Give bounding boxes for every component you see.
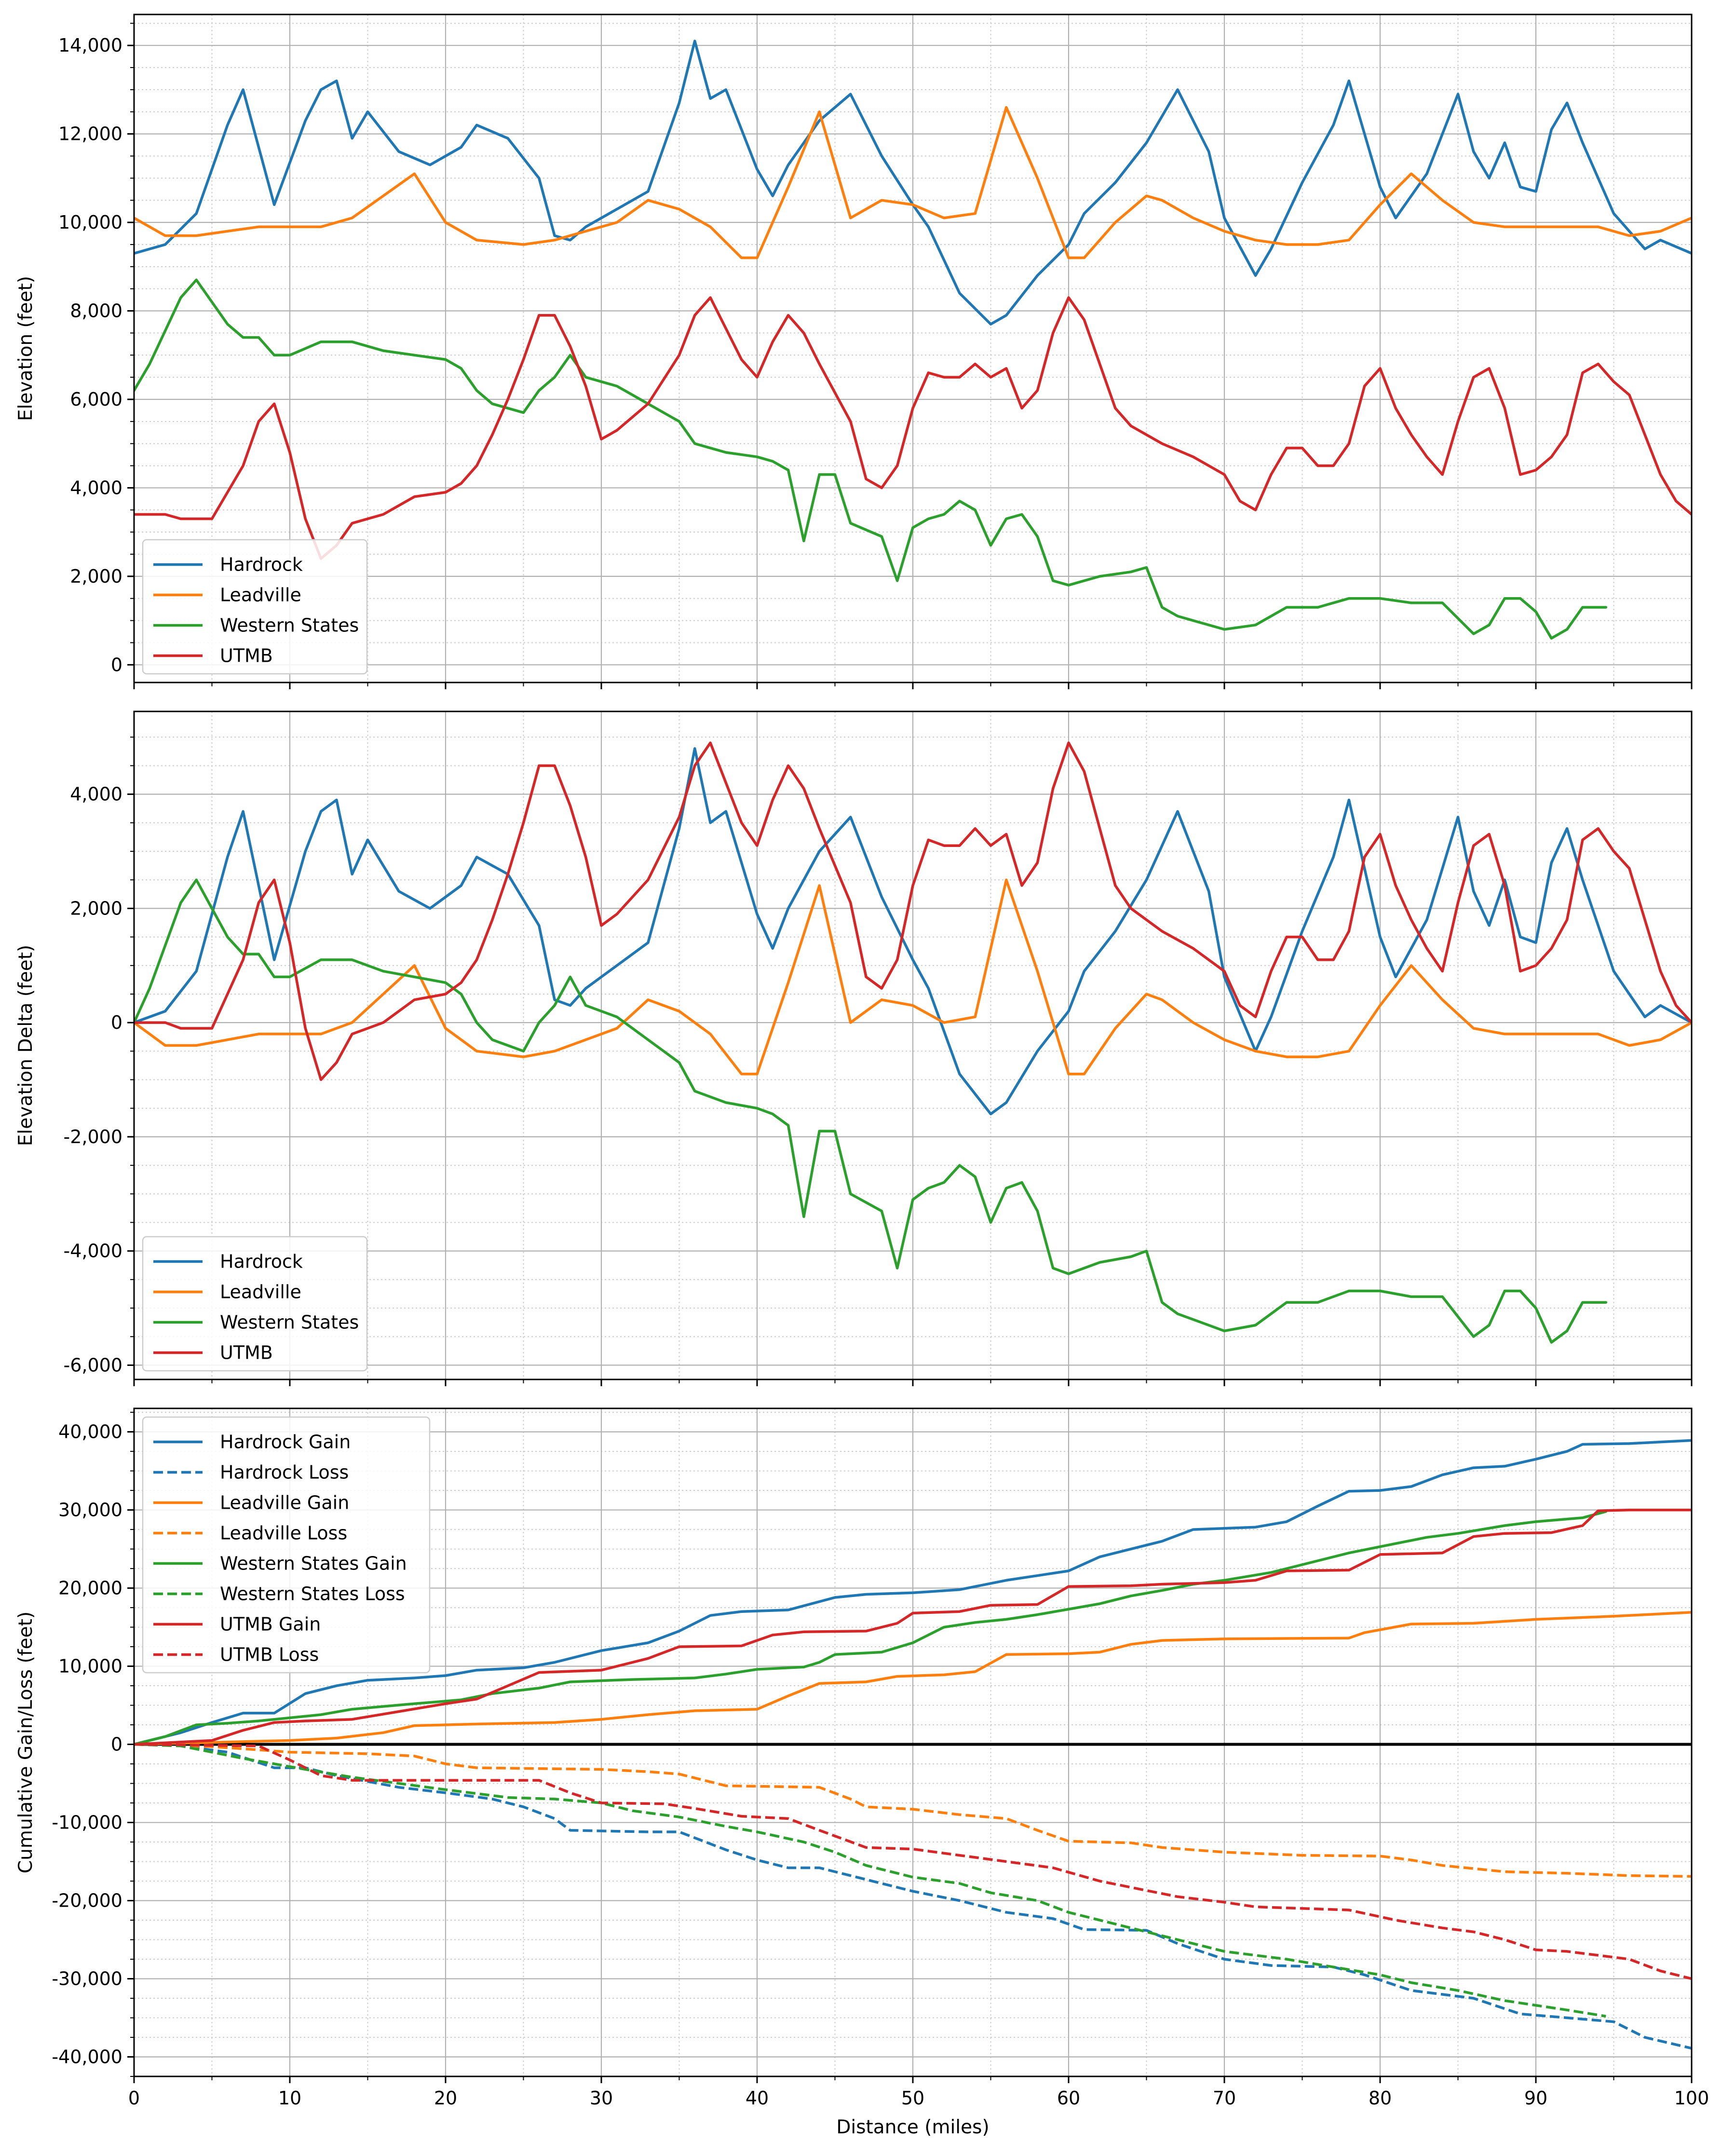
legend-label: Western States Gain: [220, 1553, 407, 1574]
series-line-hardrock-loss: [134, 1743, 1692, 2050]
legend-label: Western States Loss: [220, 1583, 405, 1605]
series-line-western-states: [134, 878, 1608, 1344]
y-tick-label: 30,000: [58, 1500, 122, 1521]
x-tick-label: 20: [434, 2088, 457, 2109]
y-tick-label: -20,000: [52, 1890, 122, 1911]
y-tick-label: 10,000: [58, 1656, 122, 1677]
series-line-western-states-loss: [134, 1743, 1606, 2018]
y-tick-label: 4,000: [70, 784, 122, 805]
series-line-utmb: [134, 741, 1692, 1081]
x-tick-label: 90: [1524, 2088, 1547, 2109]
y-tick-label: 40,000: [58, 1421, 122, 1443]
y-tick-label: 12,000: [58, 123, 122, 145]
x-tick-label: 60: [1057, 2088, 1080, 2109]
legend-label: UTMB Loss: [220, 1644, 319, 1665]
y-tick-label: 2,000: [70, 898, 122, 919]
x-tick-label: 40: [746, 2088, 769, 2109]
x-tick-label: 80: [1369, 2088, 1392, 2109]
y-tick-label: -4,000: [64, 1241, 123, 1262]
chart-panel-1: 0 2,000 4,000 6,000 8,000 10,000 12,000 14,000 E…: [15, 14, 1693, 689]
y-tick-label: -40,000: [52, 2047, 122, 2068]
y-tick-label: 20,000: [58, 1578, 122, 1599]
legend: Hardrock Gain Hardrock Loss Leadville Gain…: [142, 1416, 431, 1674]
y-tick-label: 0: [111, 1012, 122, 1033]
y-tick-label: 0: [111, 1734, 122, 1755]
y-tick-label: -10,000: [52, 1812, 122, 1833]
x-tick-label: 10: [278, 2088, 301, 2109]
plot-root: 0 2,000 4,000 6,000 8,000 10,000 12,000 14,000 E…: [15, 14, 1709, 2138]
y-tick-label: 10,000: [58, 212, 122, 233]
y-axis-label: Cumulative Gain/Loss (feet): [15, 1611, 37, 1873]
y-tick-label: -30,000: [52, 1968, 122, 1990]
series-line-hardrock: [134, 40, 1692, 326]
ticks: [127, 1412, 1693, 2083]
series-group: [134, 1439, 1692, 2050]
y-tick-label: 6,000: [70, 389, 122, 410]
legend: Hardrock Leadville Western States UTMB: [142, 1236, 368, 1372]
series-line-leadville: [134, 106, 1692, 259]
legend-label: Hardrock Gain: [220, 1432, 351, 1453]
series-group: [134, 40, 1692, 640]
series-line-utmb-loss: [134, 1743, 1692, 1980]
legend-label: Leadville Loss: [220, 1523, 347, 1544]
series-line-utmb-gain: [134, 1508, 1692, 1746]
legend-label: Hardrock: [220, 1251, 303, 1272]
chart-panel-3: -40,000 -30,000 -20,000 -10,000 0 10,000 20,00…: [15, 1407, 1709, 2138]
legend-label: Leadville Gain: [220, 1492, 349, 1514]
chart-panel-2: -6,000 -4,000 -2,000 0 2,000 4,000 Elevation D…: [15, 710, 1693, 1386]
legend-label: UTMB Gain: [220, 1614, 321, 1635]
y-axis-label: Elevation Delta (feet): [15, 945, 37, 1146]
y-tick-label: 2,000: [70, 566, 122, 587]
x-tick-label: 50: [901, 2088, 924, 2109]
ticks: [127, 737, 1693, 1386]
x-axis-label: Distance (miles): [836, 2116, 989, 2138]
y-tick-label: 4,000: [70, 477, 122, 498]
legend-label: Leadville: [220, 1282, 301, 1303]
legend-label: Western States: [220, 615, 359, 636]
x-tick-label: 70: [1213, 2088, 1236, 2109]
legend-label: Hardrock: [220, 554, 303, 575]
legend-label: UTMB: [220, 1342, 273, 1364]
series-line-western-states: [134, 278, 1608, 640]
y-tick-label: 14,000: [58, 35, 122, 56]
series-line-hardrock-gain: [134, 1439, 1692, 1746]
x-tick-label: 100: [1674, 2088, 1709, 2109]
ticks: [127, 23, 1693, 689]
series-line-hardrock: [134, 747, 1692, 1116]
legend: Hardrock Leadville Western States UTMB: [142, 539, 368, 675]
series-line-leadville: [134, 878, 1692, 1076]
y-tick-label: -6,000: [64, 1354, 123, 1376]
series-line-leadville-gain: [134, 1611, 1692, 1746]
legend-label: Western States: [220, 1312, 359, 1333]
y-tick-label: 8,000: [70, 300, 122, 322]
x-tick-label: 30: [590, 2088, 613, 2109]
legend-label: Hardrock Loss: [220, 1462, 349, 1483]
series-line-western-states-gain: [134, 1510, 1608, 1746]
y-axis-label: Elevation (feet): [15, 276, 37, 421]
series-line-utmb: [134, 296, 1692, 560]
y-tick-label: 0: [111, 654, 122, 675]
legend-box: [142, 1416, 431, 1674]
y-tick-label: -2,000: [64, 1126, 123, 1147]
series-line-leadville-loss: [134, 1743, 1692, 1878]
legend-box: [142, 539, 368, 675]
legend-box: [142, 1236, 368, 1372]
x-tick-label: 0: [128, 2088, 140, 2109]
legend-label: Leadville: [220, 585, 301, 606]
legend-label: UTMB: [220, 645, 273, 667]
series-group: [134, 741, 1692, 1344]
